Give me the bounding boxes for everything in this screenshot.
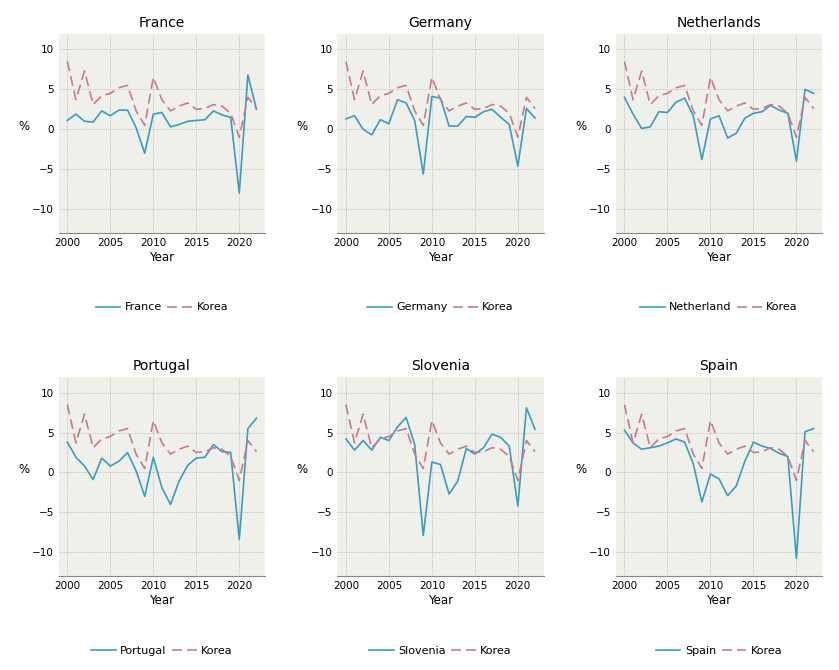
X-axis label: Year: Year xyxy=(149,251,175,264)
X-axis label: Year: Year xyxy=(428,594,453,607)
Y-axis label: %: % xyxy=(297,464,308,476)
Legend: France, Korea: France, Korea xyxy=(96,302,228,312)
Title: Spain: Spain xyxy=(700,358,738,373)
X-axis label: Year: Year xyxy=(706,251,732,264)
Y-axis label: %: % xyxy=(576,464,586,476)
Y-axis label: %: % xyxy=(18,464,29,476)
Legend: Netherland, Korea: Netherland, Korea xyxy=(640,302,798,312)
Title: Slovenia: Slovenia xyxy=(411,358,470,373)
Title: Netherlands: Netherlands xyxy=(677,15,761,29)
Legend: Spain, Korea: Spain, Korea xyxy=(656,646,782,656)
Y-axis label: %: % xyxy=(576,120,586,133)
Legend: Germany, Korea: Germany, Korea xyxy=(367,302,513,312)
Legend: Slovenia, Korea: Slovenia, Korea xyxy=(369,646,512,656)
X-axis label: Year: Year xyxy=(149,594,175,607)
Title: Portugal: Portugal xyxy=(133,358,190,373)
X-axis label: Year: Year xyxy=(706,594,732,607)
X-axis label: Year: Year xyxy=(428,251,453,264)
Title: France: France xyxy=(138,15,185,29)
Y-axis label: %: % xyxy=(297,120,308,133)
Legend: Portugal, Korea: Portugal, Korea xyxy=(91,646,232,656)
Title: Germany: Germany xyxy=(409,15,472,29)
Y-axis label: %: % xyxy=(18,120,29,133)
